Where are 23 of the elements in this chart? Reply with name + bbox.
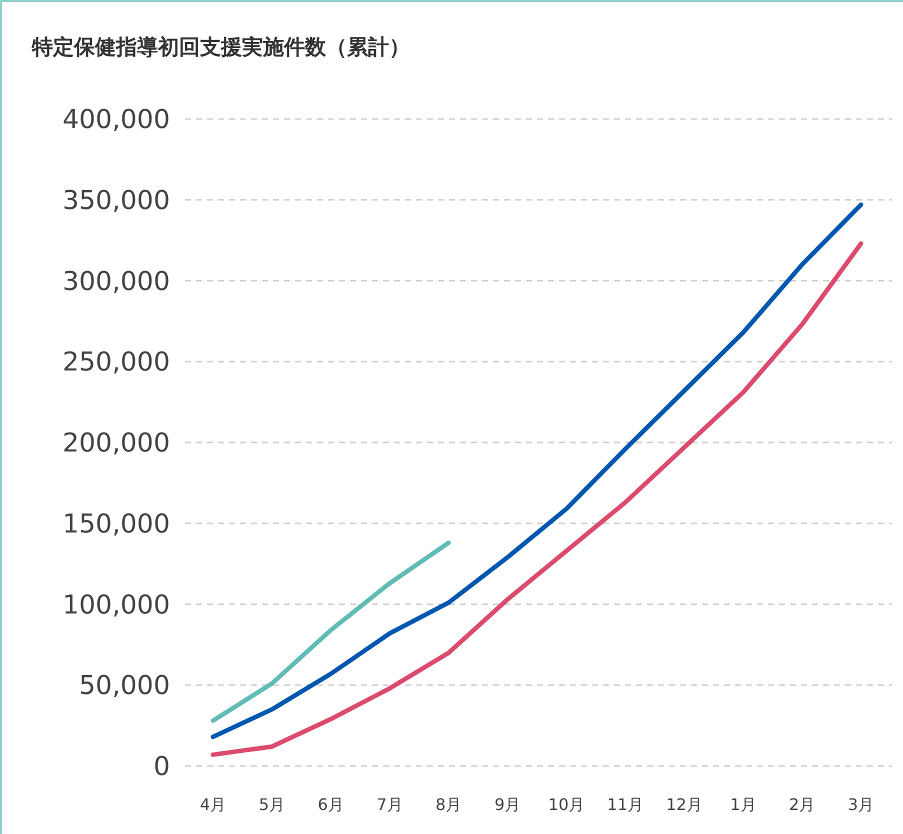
y-tick-label: 300,000 (62, 266, 170, 297)
x-tick-label: 6月 (318, 795, 344, 814)
y-tick-label: 50,000 (79, 671, 170, 702)
x-tick-label: 8月 (436, 795, 462, 814)
x-tick-label: 11月 (607, 795, 644, 814)
y-tick-label: 0 (153, 752, 170, 782)
x-tick-label: 10月 (548, 795, 585, 814)
line-series (210, 540, 451, 723)
x-tick-label: 4月 (200, 795, 226, 814)
x-tick-label: 5月 (258, 795, 286, 814)
y-tick-label: 100,000 (62, 590, 170, 620)
x-tick-label: 12月 (666, 795, 702, 814)
x-tick-label: 3月 (848, 795, 874, 814)
y-tick-label: 350,000 (62, 186, 170, 216)
chart-title: 特定保健指導初回支援実施件数（累計） (31, 35, 410, 59)
y-tick-label: 200,000 (62, 428, 170, 458)
y-tick-label: 400,000 (62, 105, 170, 135)
x-tick-label: 1月 (730, 795, 756, 814)
x-tick-label: 7月 (376, 795, 403, 814)
y-tick-label: 150,000 (62, 509, 170, 540)
x-tick-label: 9月 (494, 795, 521, 814)
x-tick-label: 2月 (788, 795, 816, 814)
y-tick-label: 250,000 (62, 348, 170, 378)
